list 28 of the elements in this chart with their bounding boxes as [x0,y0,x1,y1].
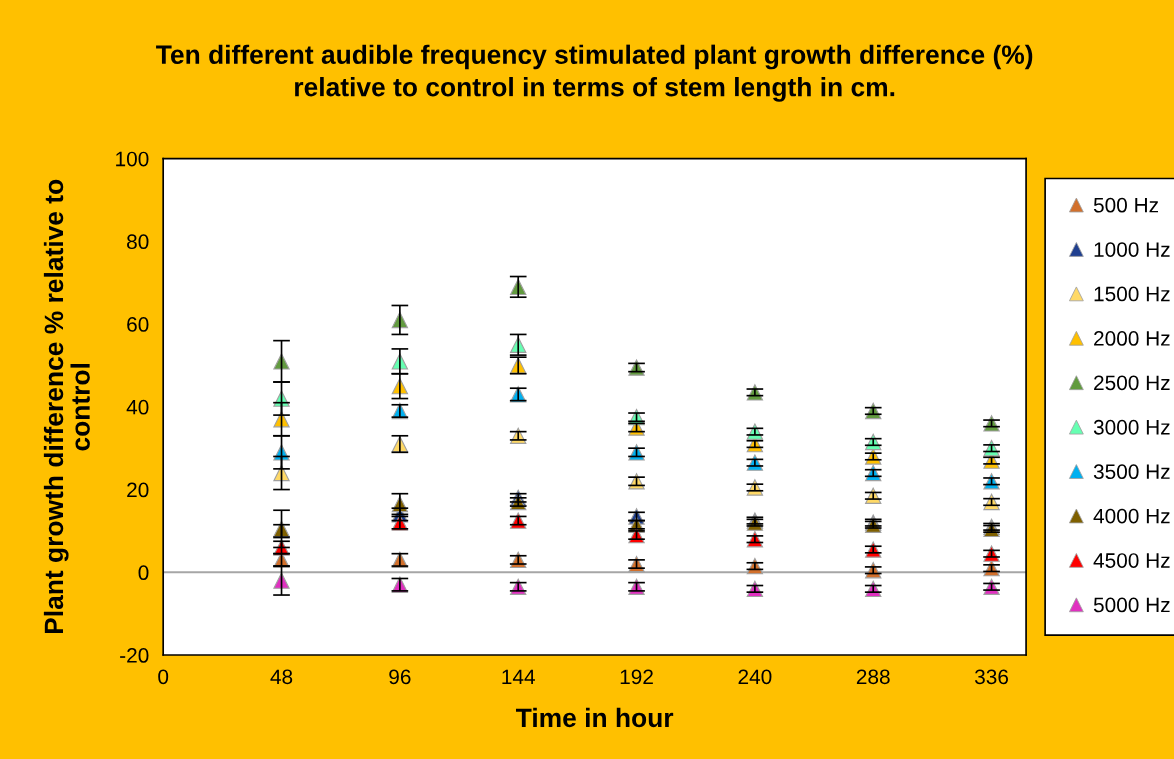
y-tick-label: 60 [127,317,149,332]
x-tick-label: 240 [738,669,772,685]
y-tick-label: 0 [138,565,149,581]
y-tick-label: -20 [120,648,149,663]
y-tick-label: 40 [126,399,149,415]
x-tick-label: 96 [389,669,411,685]
legend-label: 1000 Hz [1094,242,1170,257]
legend-label: 500 Hz [1093,197,1159,213]
y-tick-label: 20 [127,482,149,498]
y-tick-label: 100 [116,151,149,167]
x-tick-label: 336 [974,669,1009,685]
legend-label: 4500 Hz [1093,553,1170,568]
y-tick-label: 80 [127,234,149,250]
legend-label: 3000 Hz [1093,419,1170,435]
x-tick-label: 48 [270,669,293,685]
x-tick-label: 144 [502,669,535,684]
x-tick-label: 288 [856,669,890,685]
legend-label: 2500 Hz [1094,375,1170,391]
x-axis-title: Time in hour [516,707,674,728]
chart-title: Ten different audible frequency stimulated plant growth difference (%) relative to control in terms of stem length in cm. [156,44,1033,102]
legend-label: 5000 Hz [1093,597,1170,613]
legend-label: 3500 Hz [1093,464,1170,480]
x-tick-label: 0 [158,669,169,685]
legend-label: 1500 Hz [1094,286,1170,302]
legend-label: 2000 Hz [1094,331,1170,346]
y-axis-title: Plant growth difference % relative to control [43,179,90,634]
legend-label: 4000 Hz [1093,508,1170,524]
x-tick-label: 192 [620,669,653,685]
